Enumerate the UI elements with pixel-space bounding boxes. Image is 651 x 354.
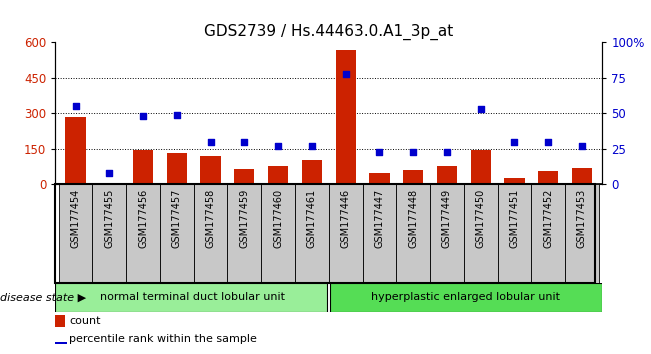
Text: hyperplastic enlarged lobular unit: hyperplastic enlarged lobular unit xyxy=(371,292,560,302)
Bar xyxy=(437,166,457,184)
Bar xyxy=(99,183,120,184)
Text: GSM177446: GSM177446 xyxy=(340,189,351,248)
Text: disease state ▶: disease state ▶ xyxy=(0,292,86,302)
Bar xyxy=(201,156,221,184)
Bar xyxy=(55,342,67,344)
Bar xyxy=(471,150,491,184)
Bar xyxy=(66,117,86,184)
Text: GSM177455: GSM177455 xyxy=(104,189,115,249)
Point xyxy=(172,112,182,118)
Bar xyxy=(363,184,396,283)
Bar xyxy=(505,178,525,184)
Bar xyxy=(565,184,599,283)
Bar xyxy=(261,184,295,283)
Bar xyxy=(396,184,430,283)
Bar xyxy=(194,184,227,283)
Bar xyxy=(330,283,602,312)
Text: GSM177451: GSM177451 xyxy=(510,189,519,248)
Text: count: count xyxy=(69,316,100,326)
Bar xyxy=(55,283,327,312)
Point xyxy=(475,106,486,112)
Point xyxy=(408,149,419,154)
Point xyxy=(104,170,115,176)
Text: GSM177447: GSM177447 xyxy=(374,189,384,248)
Title: GDS2739 / Hs.44463.0.A1_3p_at: GDS2739 / Hs.44463.0.A1_3p_at xyxy=(204,23,453,40)
Text: GSM177449: GSM177449 xyxy=(442,189,452,248)
Text: GSM177457: GSM177457 xyxy=(172,189,182,249)
Bar xyxy=(126,184,160,283)
Bar xyxy=(92,184,126,283)
Point xyxy=(509,139,519,144)
Text: GSM177448: GSM177448 xyxy=(408,189,418,248)
Bar xyxy=(329,184,363,283)
Text: normal terminal duct lobular unit: normal terminal duct lobular unit xyxy=(100,292,284,302)
Bar xyxy=(133,150,153,184)
Bar xyxy=(268,166,288,184)
Bar xyxy=(531,184,565,283)
Bar xyxy=(403,170,423,184)
Point xyxy=(441,149,452,154)
Text: GSM177459: GSM177459 xyxy=(240,189,249,248)
Bar xyxy=(302,160,322,184)
Point xyxy=(374,149,385,154)
Point xyxy=(239,139,249,144)
Bar xyxy=(160,184,194,283)
Bar xyxy=(167,153,187,184)
Point xyxy=(307,143,317,149)
Text: GSM177454: GSM177454 xyxy=(70,189,81,248)
Point xyxy=(577,143,587,149)
Point xyxy=(138,113,148,119)
Text: GSM177450: GSM177450 xyxy=(476,189,486,248)
Point xyxy=(273,143,283,149)
Bar xyxy=(335,50,355,184)
Point xyxy=(340,71,351,76)
Bar xyxy=(430,184,464,283)
Bar xyxy=(234,169,255,184)
Point xyxy=(70,103,81,109)
Point xyxy=(206,139,216,144)
Bar xyxy=(464,184,497,283)
Bar xyxy=(497,184,531,283)
Bar xyxy=(369,173,389,184)
Bar xyxy=(538,171,559,184)
Text: GSM177458: GSM177458 xyxy=(206,189,215,248)
Bar xyxy=(227,184,261,283)
Bar xyxy=(55,315,65,327)
Text: GSM177460: GSM177460 xyxy=(273,189,283,248)
Bar xyxy=(295,184,329,283)
Text: percentile rank within the sample: percentile rank within the sample xyxy=(69,334,257,344)
Point xyxy=(543,139,553,144)
Text: GSM177456: GSM177456 xyxy=(138,189,148,248)
Text: GSM177461: GSM177461 xyxy=(307,189,317,248)
Bar xyxy=(572,167,592,184)
Text: GSM177452: GSM177452 xyxy=(543,189,553,249)
Bar xyxy=(59,184,92,283)
Text: GSM177453: GSM177453 xyxy=(577,189,587,248)
